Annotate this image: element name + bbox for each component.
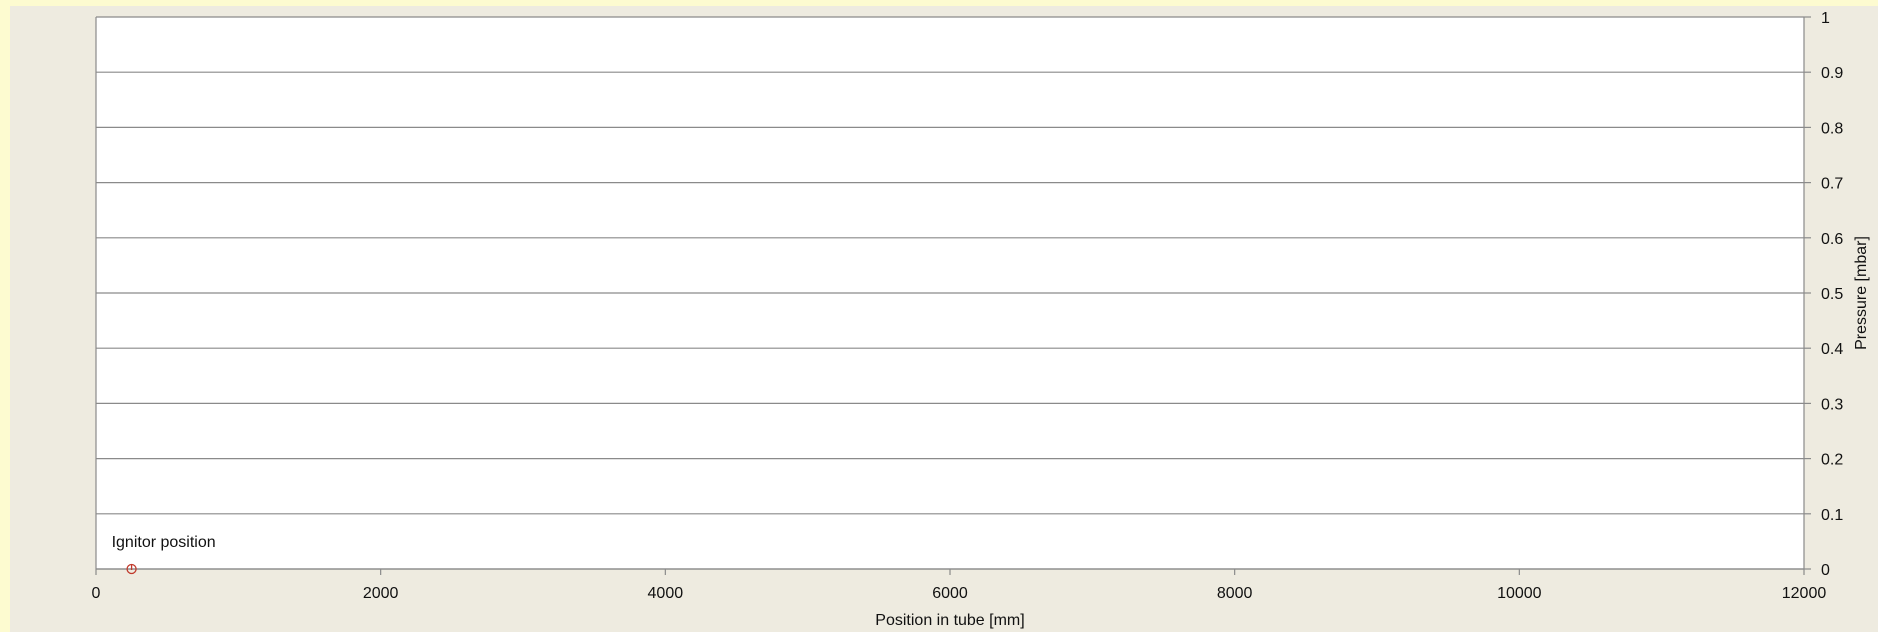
gridlines <box>96 16 1804 570</box>
x-tick-label: 10000 <box>1497 585 1542 602</box>
y-tick-label: 0.4 <box>1821 341 1843 358</box>
x-tick-labels: 0 2000 4000 6000 8000 10000 12000 <box>92 585 1827 602</box>
y-tick-label: 0 <box>1821 562 1830 579</box>
data-points: Ignitor position <box>112 534 216 575</box>
x-tick-label: 12000 <box>1782 585 1827 602</box>
pressure-chart: 0 2000 4000 6000 8000 10000 12000 0 0.1 0.2 0.3 0.… <box>92 10 1870 629</box>
y-tick-label: 0.7 <box>1821 176 1843 193</box>
y-tick-labels: 0 0.1 0.2 0.3 0.4 0.5 0.6 0.7 0.8 0.9 1 <box>1821 10 1843 579</box>
y-axis-title: Pressure [mbar] <box>1853 236 1870 350</box>
x-tick-label: 6000 <box>932 585 968 602</box>
x-axis-title: Position in tube [mm] <box>875 612 1024 629</box>
y-tick-label: 0.6 <box>1821 231 1843 248</box>
y-tick-label: 1 <box>1821 10 1830 27</box>
y-tick-label: 0.5 <box>1821 286 1843 303</box>
x-tick-label: 4000 <box>648 585 684 602</box>
y-tick-label: 0.1 <box>1821 507 1843 524</box>
y-tick-label: 0.8 <box>1821 120 1843 137</box>
x-tick-label: 0 <box>92 585 101 602</box>
y-tick-label: 0.3 <box>1821 396 1843 413</box>
axes <box>95 16 1811 575</box>
x-tick-label: 2000 <box>363 585 399 602</box>
chart-frame: 0 2000 4000 6000 8000 10000 12000 0 0.1 0.2 0.3 0.… <box>10 6 1878 632</box>
y-tick-label: 0.2 <box>1821 452 1843 469</box>
ignitor-position-label: Ignitor position <box>112 534 216 551</box>
x-tick-label: 8000 <box>1217 585 1253 602</box>
y-tick-label: 0.9 <box>1821 65 1843 82</box>
